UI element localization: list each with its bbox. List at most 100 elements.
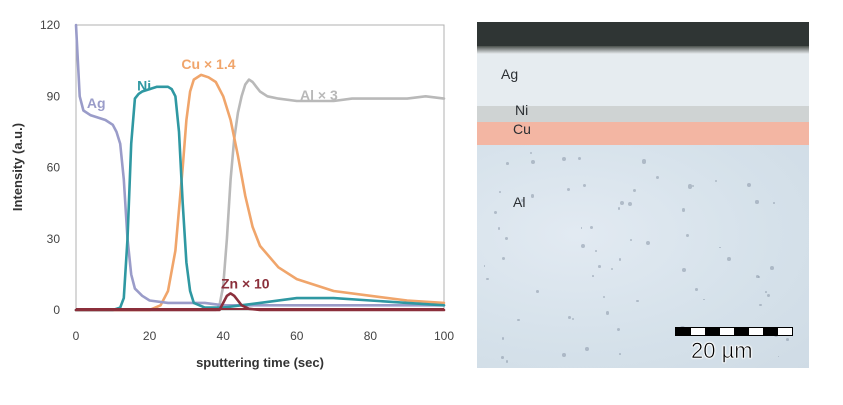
speck bbox=[769, 266, 774, 271]
speck bbox=[681, 208, 686, 212]
speck bbox=[703, 298, 706, 301]
speck bbox=[571, 318, 574, 321]
depth-profile-chart: Ag Ni Cu × 1.4 Al × 3 Zn × 10 0 20 40 60 80 100 0 3… bbox=[10, 18, 454, 370]
x-tick-label: 60 bbox=[290, 329, 304, 343]
series-label-cu-1-4: Cu × 1.4 bbox=[181, 56, 235, 72]
speck bbox=[501, 256, 505, 261]
plot-frame bbox=[75, 24, 445, 311]
cross-section-micrograph: Ag Ni Cu Al 20 µm bbox=[477, 22, 809, 368]
speck bbox=[585, 347, 589, 352]
speck bbox=[619, 200, 625, 206]
speck bbox=[687, 184, 693, 189]
speck bbox=[486, 278, 489, 281]
y-tick-label: 30 bbox=[47, 232, 61, 246]
speck bbox=[619, 352, 621, 355]
series-line-cu-1-4 bbox=[74, 73, 446, 312]
speck bbox=[605, 311, 609, 315]
speck bbox=[767, 294, 771, 298]
speck bbox=[759, 303, 763, 307]
x-tick-label: 80 bbox=[364, 329, 378, 343]
tick-label-layer: 0 20 40 60 80 100 0 30 60 90 120 bbox=[40, 18, 454, 343]
series-line-al-3 bbox=[74, 78, 446, 312]
speck bbox=[535, 290, 539, 293]
label-cu: Cu bbox=[513, 121, 531, 137]
x-tick-label: 40 bbox=[217, 329, 231, 343]
speck bbox=[504, 236, 508, 241]
speck bbox=[529, 152, 532, 155]
speck bbox=[786, 338, 790, 341]
series-line-ag bbox=[74, 23, 446, 307]
label-al: Al bbox=[513, 194, 526, 210]
speck bbox=[566, 187, 571, 192]
speck bbox=[530, 194, 535, 198]
speck bbox=[627, 201, 632, 206]
speck bbox=[641, 159, 646, 164]
mounting-resin-layer bbox=[477, 22, 809, 50]
speck bbox=[656, 176, 660, 180]
annotation-layer: Ag Ni Cu × 1.4 Al × 3 Zn × 10 bbox=[87, 56, 338, 292]
surface-edge bbox=[477, 46, 809, 54]
speck bbox=[618, 258, 622, 261]
y-tick-label: 0 bbox=[53, 303, 60, 317]
speck bbox=[498, 191, 501, 193]
speck bbox=[755, 200, 759, 204]
speck bbox=[694, 287, 698, 291]
series-line-ni bbox=[74, 85, 446, 312]
series-layer bbox=[74, 23, 446, 312]
speck bbox=[597, 265, 601, 269]
series-label-al-3: Al × 3 bbox=[300, 87, 338, 103]
speck bbox=[777, 355, 780, 358]
speck bbox=[562, 352, 567, 357]
speck bbox=[561, 157, 566, 162]
y-tick-label: 120 bbox=[40, 18, 60, 32]
speck bbox=[595, 250, 597, 252]
speck bbox=[497, 226, 501, 230]
speck bbox=[501, 337, 505, 340]
speck bbox=[611, 267, 614, 270]
speck bbox=[727, 257, 732, 262]
x-tick-label: 0 bbox=[73, 329, 80, 343]
x-axis-label: sputtering time (sec) bbox=[196, 355, 324, 370]
speck bbox=[602, 296, 606, 299]
y-tick-label: 60 bbox=[47, 161, 61, 175]
speck bbox=[629, 239, 632, 241]
speck bbox=[592, 275, 594, 277]
speck bbox=[764, 291, 767, 293]
x-tick-label: 20 bbox=[143, 329, 157, 343]
speck bbox=[746, 182, 751, 187]
speck bbox=[577, 156, 581, 160]
speck bbox=[646, 240, 651, 245]
y-tick-label: 90 bbox=[47, 89, 61, 103]
speck bbox=[589, 225, 594, 230]
series-label-ni: Ni bbox=[137, 77, 151, 93]
speck bbox=[483, 264, 486, 267]
speck bbox=[520, 199, 524, 203]
speck bbox=[582, 184, 586, 188]
speck bbox=[692, 185, 695, 188]
speck bbox=[568, 316, 571, 319]
speck bbox=[681, 268, 686, 273]
series-label-ag: Ag bbox=[87, 95, 106, 111]
speck bbox=[719, 246, 721, 249]
speck bbox=[756, 275, 759, 279]
speck bbox=[493, 210, 497, 214]
speck bbox=[505, 360, 509, 363]
speck bbox=[580, 227, 583, 229]
speck bbox=[636, 299, 639, 303]
speck bbox=[501, 356, 504, 360]
y-axis-label: Intensity (a.u.) bbox=[10, 123, 25, 211]
speck bbox=[530, 159, 535, 164]
speck bbox=[632, 189, 637, 193]
scale-bar-label: 20 µm bbox=[691, 338, 753, 364]
scale-bar bbox=[675, 327, 793, 336]
x-tick-label: 100 bbox=[434, 329, 454, 343]
speck bbox=[685, 234, 689, 238]
speck bbox=[714, 179, 717, 182]
speck bbox=[617, 207, 621, 211]
speck bbox=[580, 244, 586, 249]
series-label-zn-10: Zn × 10 bbox=[221, 276, 270, 292]
speck bbox=[617, 328, 621, 332]
label-ni: Ni bbox=[515, 102, 529, 118]
speck bbox=[758, 275, 760, 278]
